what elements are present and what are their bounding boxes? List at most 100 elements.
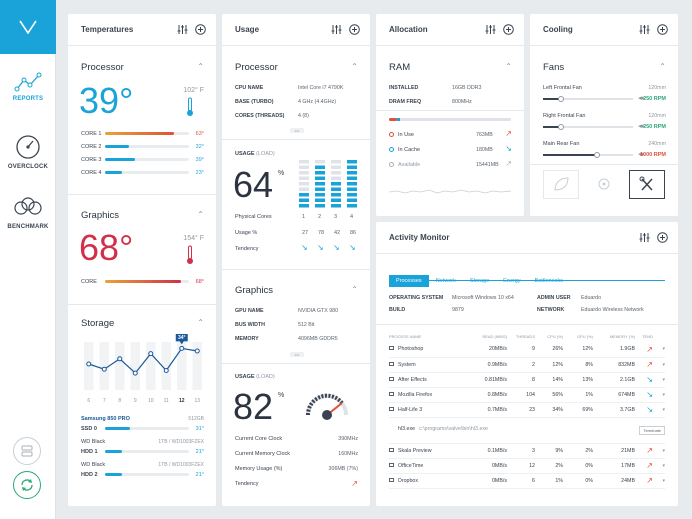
slider-handle[interactable] [558, 96, 564, 102]
ram-item-label: Available [398, 162, 421, 168]
slider-handle[interactable] [558, 124, 564, 130]
expand-row-chevron-icon[interactable]: ▾ [653, 473, 665, 489]
storage-bar-bg [115, 342, 125, 390]
sync-button[interactable] [13, 471, 41, 499]
spec-key: INSTALLED [389, 85, 419, 91]
collapse-chevron-icon[interactable]: ⌃ [197, 62, 204, 71]
slider-handle[interactable] [594, 152, 600, 158]
column-header[interactable]: TEND [642, 333, 653, 339]
cpu-bar-segment [331, 187, 341, 191]
column-header[interactable]: THREADS [515, 333, 535, 339]
process-row[interactable]: Dropbox 0MB/s 6 1% 0% 24MB ↗ ▾ [389, 473, 665, 489]
tab-bottlenecks[interactable]: Bottlenecks [534, 278, 563, 284]
sliders-icon[interactable] [639, 24, 650, 35]
process-row[interactable]: After Effects 0.81MB/s 8 14% 13% 2.1GB ↘ ▾ [389, 372, 665, 388]
window-icon [389, 462, 394, 467]
add-icon[interactable] [657, 24, 668, 35]
process-name-text: Photoshop [398, 346, 424, 353]
fan-speed-slider[interactable] [543, 126, 633, 128]
column-header[interactable]: CPU (%) [547, 333, 563, 339]
terminate-button[interactable]: Terminate [639, 425, 665, 435]
collapse-chevron-icon[interactable]: ⌃ [197, 318, 204, 327]
expand-row-chevron-icon[interactable]: ▾ [653, 342, 665, 358]
drive-temp-bar [105, 427, 189, 430]
ram-usage-bar [389, 118, 511, 121]
process-name: Photoshop [389, 342, 459, 358]
expand-row-chevron-icon[interactable]: ▾ [653, 372, 665, 388]
layout-button[interactable] [13, 437, 41, 465]
info-key: BUILD [389, 307, 406, 313]
nav-overclock[interactable]: OVERCLOCK [0, 134, 56, 170]
cpu-bar-segment [315, 187, 325, 191]
tab-storage[interactable]: Storage [469, 278, 490, 284]
nav-reports[interactable]: REPORTS [0, 72, 56, 102]
cpu-bar-segment [299, 204, 309, 208]
sliders-icon[interactable] [177, 24, 188, 35]
fan-name: Right Frontal Fan [543, 113, 586, 119]
expand-row-chevron-icon[interactable]: ▾ [653, 387, 665, 403]
fan-speed-slider[interactable] [543, 98, 633, 100]
nav-benchmark[interactable]: BENCHMARK [0, 196, 56, 230]
process-row[interactable]: OfficeTime 0MB/s 12 2% 0% 17MB ↗ ▾ [389, 458, 665, 474]
storage-point [163, 368, 169, 373]
expand-handle[interactable]: ••• [290, 128, 304, 133]
collapse-chevron-icon[interactable]: ⌃ [197, 210, 204, 219]
ram-sparkline [389, 189, 511, 194]
fan-speed-fill [543, 98, 561, 100]
collapse-chevron-icon[interactable]: ⌃ [505, 62, 512, 71]
cpu-bar-segment [315, 182, 325, 186]
tab-energy[interactable]: Energy [503, 278, 521, 284]
cpu-bar-segment [299, 176, 309, 180]
storage-x-label: 10 [148, 398, 154, 404]
tab-processes[interactable]: Processes [389, 275, 429, 287]
column-header[interactable]: PROCESS NAME [389, 333, 422, 339]
tendency-arrow-icon: ↘ [635, 387, 653, 403]
expand-row-chevron-icon[interactable]: ▾ [653, 458, 665, 474]
drive-temp-fill [105, 427, 131, 430]
leaf-icon [554, 177, 569, 191]
cpu-bar-segment [315, 160, 325, 164]
add-icon[interactable] [195, 24, 206, 35]
expand-handle[interactable]: ••• [290, 352, 304, 357]
process-cell: 14% [535, 372, 563, 388]
sliders-icon[interactable] [331, 24, 342, 35]
collapse-chevron-icon[interactable]: ⌃ [659, 62, 666, 71]
column-header[interactable]: GPU (%) [577, 333, 593, 339]
process-name: Dropbox [389, 473, 459, 489]
collapse-chevron-icon[interactable]: ⌃ [351, 62, 358, 71]
expand-row-chevron-icon[interactable]: ▾ [653, 402, 665, 418]
sliders-icon[interactable] [639, 232, 650, 243]
mode-eco-button[interactable] [543, 170, 579, 199]
cpu-usage-value: 64 [233, 164, 274, 205]
expand-row-chevron-icon[interactable]: ▾ [653, 357, 665, 373]
mode-silent-button[interactable] [586, 170, 622, 199]
mode-custom-button[interactable] [629, 170, 665, 199]
process-row[interactable]: Mozilla Firefox 0.8MB/s 104 56% 1% 674MB ↘ ▾ [389, 387, 665, 403]
cpu-core-bars [299, 160, 357, 208]
cpu-bar-segment [347, 176, 357, 180]
app-logo[interactable] [0, 0, 56, 54]
drive-size: 512GB [188, 416, 204, 422]
expanded-process-row: hl3.exe c:\programs\valve\bin\hl3.exe Term… [389, 417, 665, 444]
add-icon[interactable] [503, 24, 514, 35]
process-row[interactable]: Photoshop 20MB/s 9 26% 12% 1.9GB ↗ ▾ [389, 342, 665, 358]
spec-value: 16GB DDR3 [452, 85, 482, 91]
cpu-bar-segment [331, 171, 341, 175]
column-header[interactable]: READ (MB/S) [482, 333, 507, 339]
process-row[interactable]: System 0.9MB/s 2 12% 8% 832MB ↗ ▾ [389, 357, 665, 373]
add-icon[interactable] [657, 232, 668, 243]
sliders-icon[interactable] [485, 24, 496, 35]
process-row[interactable]: Skala Preview 0.1MB/s 3 9% 2% 21MB ↗ ▾ [389, 443, 665, 459]
storage-chart: 6 7 8 9 10 11 12 13 34° [84, 334, 202, 404]
tab-network[interactable]: Network [435, 278, 456, 284]
process-row[interactable]: Half-Life 3 0.7MB/s 23 34% 69% 3.7GB ↘ ▾ [389, 402, 665, 418]
column-header[interactable]: MEMORY (%) [609, 333, 635, 339]
process-name: System [389, 357, 459, 373]
info-value: Eduardo [581, 295, 602, 301]
add-icon[interactable] [349, 24, 360, 35]
process-cell: 8 [507, 372, 535, 388]
storage-point [179, 345, 185, 351]
spec-value: 512 Bit [298, 322, 315, 328]
expand-row-chevron-icon[interactable]: ▾ [653, 443, 665, 459]
collapse-chevron-icon[interactable]: ⌃ [351, 285, 358, 294]
